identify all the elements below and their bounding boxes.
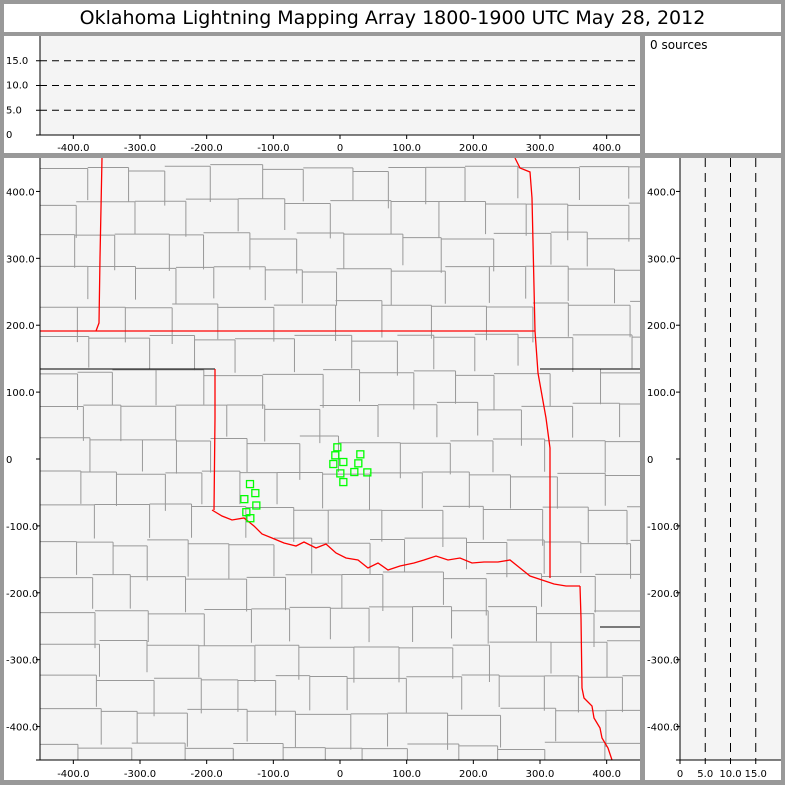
x-tick-label: 400.0 [592, 143, 621, 153]
altitude-x-plot: -400.0 -300.0 -200.0 -100.0 0 100.0 200.0 300.0… [6, 36, 640, 153]
lightning-source-marker [245, 479, 255, 489]
x-tick-label: -200.0 [191, 143, 223, 153]
x-tick-label: 200.0 [459, 143, 488, 153]
y-tick-label: 100.0 [647, 388, 676, 399]
lightning-source-marker [339, 457, 348, 467]
plan-view-map: -400.0 -300.0 -200.0 -100.0 0 100.0 200.0 300.0… [6, 158, 640, 780]
y-tick-label: 0 [647, 455, 653, 466]
lightning-source-marker [246, 514, 255, 523]
x-tick-label: 0 [337, 769, 343, 780]
altitude-vs-x-panel: -400.0 -300.0 -200.0 -100.0 0 100.0 200.0 300.0… [4, 36, 640, 153]
y-tick-label: 0 [6, 455, 12, 466]
x-tick-label: -200.0 [191, 769, 223, 780]
y-tick-label: 15.0 [6, 56, 28, 67]
lightning-source-marker [251, 488, 260, 498]
plan-view-map-panel: -400.0 -300.0 -200.0 -100.0 0 100.0 200.0 300.0… [4, 158, 640, 780]
y-tick-label: -100.0 [6, 522, 38, 533]
lightning-source-marker [333, 443, 342, 452]
x-tick-label: 100.0 [392, 143, 421, 153]
x-tick-label: 200.0 [459, 769, 488, 780]
y-tick-label: 10.0 [6, 81, 28, 92]
y-tick-label: -400.0 [6, 723, 38, 734]
y-tick-label: 200.0 [6, 321, 35, 332]
y-tick-label: 400.0 [6, 187, 35, 198]
x-tick-label: -100.0 [257, 769, 289, 780]
y-tick-label: -300.0 [6, 656, 38, 667]
y-tick-label: -200.0 [6, 589, 38, 600]
x-tick-label: 300.0 [526, 769, 555, 780]
lightning-source-marker [252, 501, 261, 510]
x-tick-label: 300.0 [526, 143, 555, 153]
y-tick-label: -400.0 [647, 723, 679, 734]
plot-title: Oklahoma Lightning Mapping Array 1800-19… [4, 4, 781, 32]
x-tick-label: -300.0 [124, 769, 156, 780]
state-borders [40, 158, 613, 760]
lightning-source-marker [350, 467, 359, 477]
x-tick-label: 5.0 [697, 769, 713, 780]
x-tick-label: -100.0 [257, 143, 289, 153]
lightning-source-marker [354, 459, 363, 468]
y-tick-label: -300.0 [647, 656, 679, 667]
lightning-source-marker [329, 459, 338, 469]
y-tick-label: 0 [6, 130, 12, 141]
lightning-source-marker [356, 450, 365, 459]
x-tick-label: -300.0 [124, 143, 156, 153]
altitude-vs-y-panel: 0 5.0 10.0 15.0 400.0 300.0 200.0 100.0 0 -100.0… [645, 158, 781, 780]
y-tick-label: -100.0 [647, 522, 679, 533]
x-tick-label: 10.0 [719, 769, 741, 780]
lightning-source-marker [339, 477, 348, 487]
y-tick-label: 200.0 [647, 321, 676, 332]
y-tick-label: -200.0 [647, 589, 679, 600]
x-tick-label: 0 [337, 143, 343, 153]
y-tick-label: 100.0 [6, 388, 35, 399]
source-count: 0 sources [650, 38, 708, 52]
lightning-source-marker [363, 468, 372, 477]
black-borders [40, 368, 640, 628]
y-tick-label: 5.0 [6, 105, 22, 116]
lightning-sources [240, 443, 372, 523]
x-tick-label: 400.0 [592, 769, 621, 780]
y-tick-label: 300.0 [647, 254, 676, 265]
x-tick-label: -400.0 [57, 143, 89, 153]
y-tick-label: 300.0 [6, 254, 35, 265]
lightning-source-marker [336, 469, 345, 478]
altitude-y-plot: 0 5.0 10.0 15.0 400.0 300.0 200.0 100.0 0 -100.0… [647, 158, 781, 780]
y-tick-label: 400.0 [647, 187, 676, 198]
county-borders [40, 164, 640, 760]
x-tick-label: 15.0 [745, 769, 767, 780]
x-tick-label: 100.0 [392, 769, 421, 780]
x-tick-label: 0 [677, 769, 683, 780]
lightning-source-marker [331, 451, 340, 460]
lightning-source-marker [240, 494, 249, 504]
x-tick-label: -400.0 [57, 769, 89, 780]
info-panel: 0 sources [645, 36, 781, 153]
